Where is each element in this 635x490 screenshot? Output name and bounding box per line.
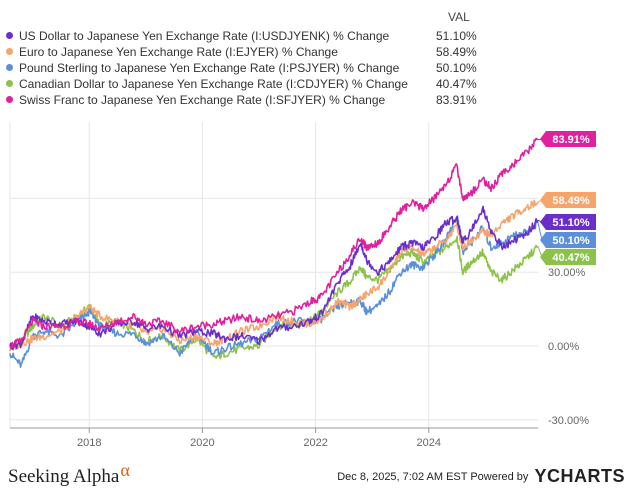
end-labels: 83.91% 58.49% 51.10% 50.10% 40.47% xyxy=(537,131,596,265)
legend-marker xyxy=(6,80,13,87)
ycharts-logo[interactable]: YCHARTS xyxy=(534,466,625,486)
x-tick-label: 2022 xyxy=(303,437,327,449)
y-tick-label: -30.00% xyxy=(548,415,589,427)
legend-item-gbp[interactable]: Pound Sterling to Japanese Yen Exchange … xyxy=(6,61,477,77)
end-label-tag xyxy=(540,192,596,208)
legend-item-cad[interactable]: Canadian Dollar to Japanese Yen Exchange… xyxy=(6,77,477,93)
legend-value: 51.10% xyxy=(436,29,477,43)
y-tick-label: 30.00% xyxy=(548,267,586,279)
legend-item-chf[interactable]: Swiss Franc to Japanese Yen Exchange Rat… xyxy=(6,93,477,109)
legend-value: 50.10% xyxy=(436,61,477,75)
end-label-text: 83.91% xyxy=(552,134,590,146)
alpha-icon: α xyxy=(120,460,130,480)
end-label-text: 40.47% xyxy=(552,252,590,264)
end-label-text: 58.49% xyxy=(552,195,590,207)
end-label-tag xyxy=(540,214,596,230)
legend-marker xyxy=(6,48,13,55)
legend-marker xyxy=(6,32,13,39)
end-label-text: 51.10% xyxy=(552,217,590,229)
legend-marker xyxy=(6,64,13,71)
legend-marker xyxy=(6,96,13,103)
x-tick-label: 2020 xyxy=(190,437,214,449)
series-line xyxy=(9,199,539,351)
end-label-tag xyxy=(540,232,596,248)
legend-value: 58.49% xyxy=(436,45,477,59)
timestamp: Dec 8, 2025, 7:02 AM EST Powered by xyxy=(337,471,529,483)
legend-value: 40.47% xyxy=(436,77,477,91)
brand-name: Seeking Alpha xyxy=(8,466,120,487)
plot-area xyxy=(10,122,538,428)
legend-val-header: VAL xyxy=(448,10,470,24)
legend-value: 83.91% xyxy=(436,93,477,107)
end-label-text: 50.10% xyxy=(552,235,590,247)
seeking-alpha-logo[interactable]: Seeking Alphaα xyxy=(8,460,130,488)
y-tick-label: 0.00% xyxy=(548,341,579,353)
legend-label: US Dollar to Japanese Yen Exchange Rate … xyxy=(19,29,390,43)
series-line xyxy=(9,137,539,350)
footer-attribution: Dec 8, 2025, 7:02 AM EST Powered by YCHA… xyxy=(337,466,625,487)
legend-item-eur[interactable]: Euro to Japanese Yen Exchange Rate (I:EJ… xyxy=(6,45,477,61)
x-tick-label: 2024 xyxy=(417,437,441,449)
end-label-tag xyxy=(540,249,596,265)
series-line xyxy=(9,205,539,350)
legend-label: Pound Sterling to Japanese Yen Exchange … xyxy=(19,61,400,75)
legend-label: Canadian Dollar to Japanese Yen Exchange… xyxy=(19,77,408,91)
series-lines xyxy=(9,137,539,368)
legend-label: Swiss Franc to Japanese Yen Exchange Rat… xyxy=(19,93,386,107)
end-label-connector xyxy=(537,222,543,241)
legend-label: Euro to Japanese Yen Exchange Rate (I:EJ… xyxy=(19,45,338,59)
end-label-tag xyxy=(540,131,596,147)
grid xyxy=(9,122,538,428)
legend-item-usd[interactable]: US Dollar to Japanese Yen Exchange Rate … xyxy=(6,29,477,45)
x-tick-label: 2018 xyxy=(77,437,101,449)
